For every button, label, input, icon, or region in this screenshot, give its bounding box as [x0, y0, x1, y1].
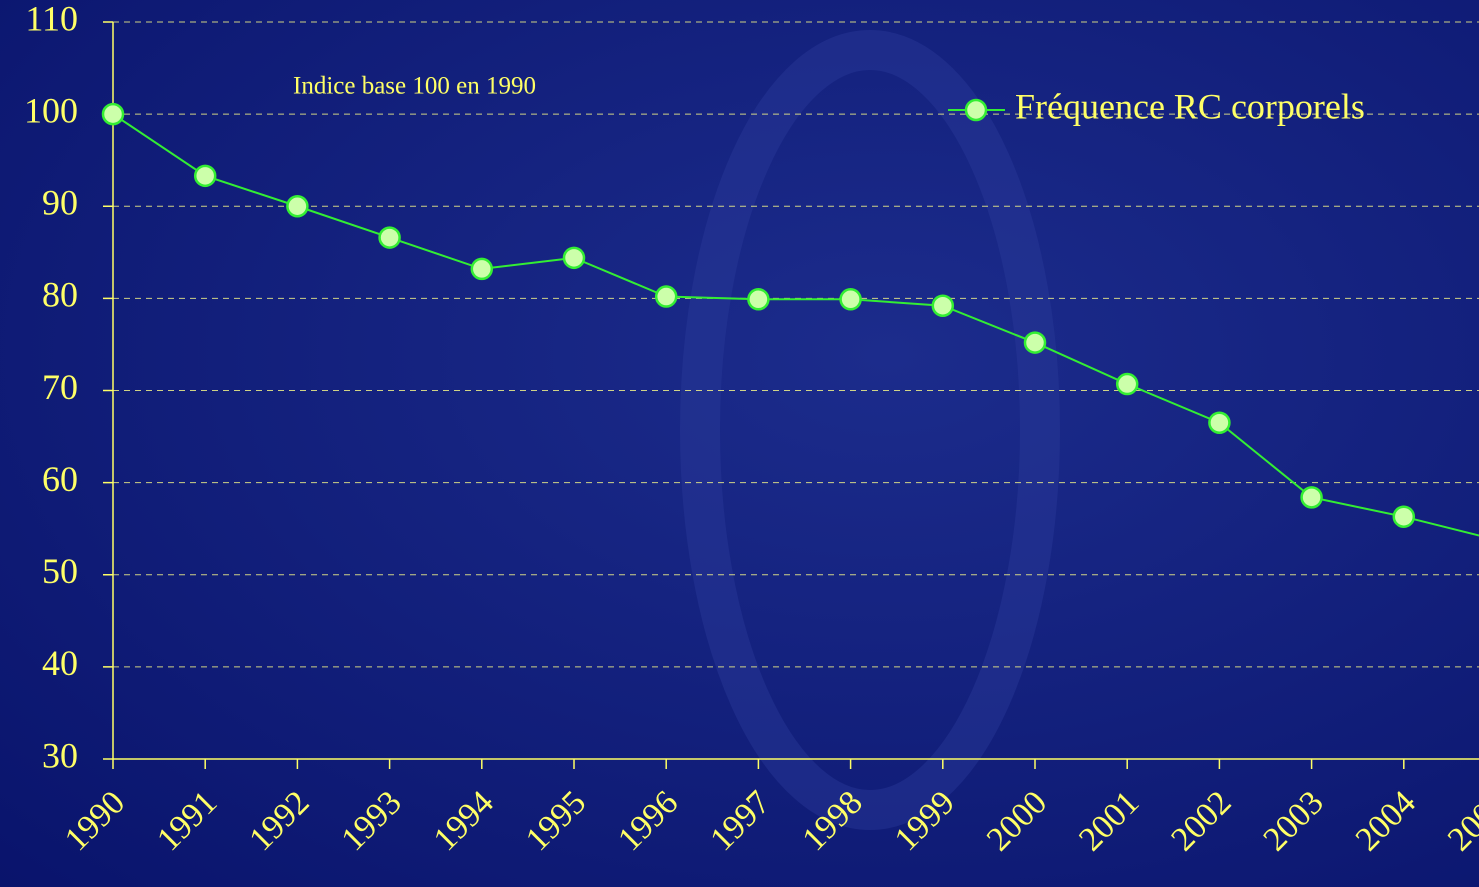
data-point: [654, 285, 678, 308]
y-tick-label: 90: [42, 183, 78, 223]
data-point: [286, 195, 309, 218]
y-tick-label: 40: [42, 643, 78, 683]
data-point: [1392, 505, 1416, 528]
data-point: [193, 164, 217, 188]
y-tick-label: 30: [42, 735, 78, 775]
y-tick-label: 70: [42, 367, 78, 407]
data-point: [101, 102, 125, 126]
background-swirl: [680, 30, 1060, 830]
data-point: [747, 288, 770, 311]
data-point: [470, 257, 494, 281]
legend-marker: [964, 98, 988, 122]
y-tick-label: 80: [42, 275, 78, 315]
annotation: Indice base 100 en 1990: [293, 73, 536, 100]
legend-label: Fréquence RC corporels: [1015, 86, 1365, 126]
data-point: [931, 294, 955, 317]
data-point: [1115, 372, 1139, 396]
data-point: [839, 288, 862, 311]
data-point: [1023, 331, 1047, 354]
series-line: [112, 113, 1479, 537]
y-tick-label: 110: [25, 0, 78, 38]
data-point: [562, 246, 586, 270]
y-tick-label: 60: [42, 459, 78, 499]
data-point: [1300, 486, 1323, 509]
y-tick-label: 100: [24, 90, 78, 130]
data-point: [1208, 411, 1231, 434]
data-point: [378, 226, 401, 249]
y-tick-label: 50: [42, 551, 78, 591]
